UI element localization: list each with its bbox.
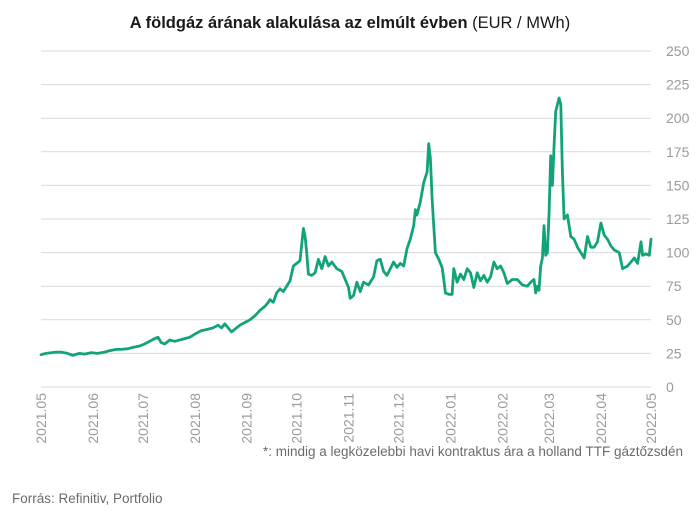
y-tick-label: 150 [666,177,690,193]
footnote: *: mindig a legközelebbi havi kontraktus… [263,444,683,459]
y-tick-label: 50 [666,312,682,328]
x-tick-label: 2021.09 [239,393,255,444]
y-tick-label: 75 [666,278,682,294]
x-tick-label: 2022.01 [442,393,458,444]
source-credit: Forrás: Refinitiv, Portfolio [12,491,163,506]
y-tick-label: 200 [666,110,690,126]
price-series-line [39,96,653,357]
y-tick-label: 125 [666,211,690,227]
chart-title-unit: (EUR / MWh) [472,14,571,32]
chart-title-main: A földgáz árának alakulása az elmúlt évb… [129,14,468,32]
y-tick-label: 175 [666,144,690,160]
x-tick-label: 2022.04 [593,393,609,444]
x-tick-label: 2021.12 [391,393,407,444]
x-tick-label: 2022.05 [643,393,659,444]
x-tick-label: 2021.06 [85,393,101,444]
y-tick-label: 225 [666,77,690,93]
x-tick-label: 2021.10 [289,393,305,444]
x-tick-label: 2021.07 [135,393,151,444]
y-tick-label: 0 [666,379,674,395]
x-axis-ticks: 2021.05 2021.06 2021.07 2021.08 2021.09 2021.… [33,393,659,444]
y-tick-label: 25 [666,345,682,361]
x-tick-label: 2021.05 [33,393,49,444]
x-tick-label: 2022.03 [541,393,557,444]
x-tick-label: 2021.11 [341,393,357,443]
series-group [39,96,653,357]
x-tick-label: 2022.02 [494,393,510,444]
y-tick-label: 250 [666,43,690,59]
x-tick-label: 2021.08 [187,393,203,444]
y-tick-label: 100 [666,245,690,261]
chart-title: A földgáz árának alakulása az elmúlt évb… [0,14,700,33]
y-axis-ticks: 0 25 50 75 100 125 150 175 200 225 250 [666,43,690,395]
